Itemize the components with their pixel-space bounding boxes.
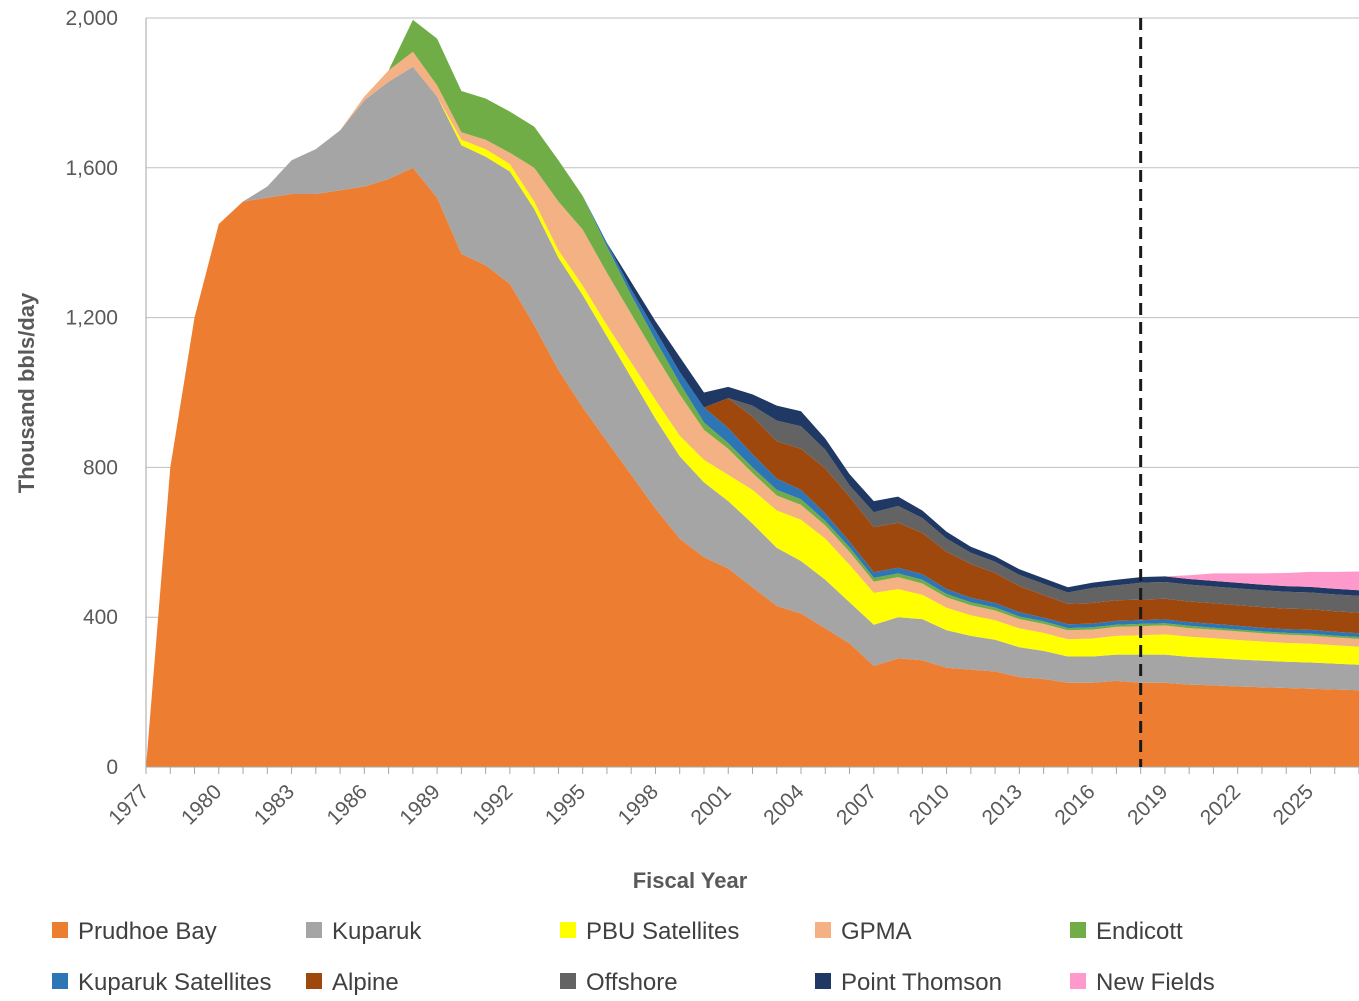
legend-swatch [560, 973, 576, 989]
y-tick-labels: 0 400 800 1,200 1,600 2,000 [65, 7, 118, 779]
x-tick-label: 2019 [1123, 780, 1172, 829]
x-tick-label: 2016 [1050, 780, 1099, 829]
x-tick-label: 1983 [250, 780, 299, 829]
y-axis-title: Thousand bbls/day [14, 292, 39, 493]
x-tick-label: 1986 [323, 780, 372, 829]
x-tick-label: 2004 [759, 780, 809, 830]
legend-label: Kuparuk [332, 918, 422, 945]
x-axis-title: Fiscal Year [633, 868, 748, 893]
x-tick-label: 1992 [468, 780, 517, 829]
y-tick-label: 800 [83, 456, 118, 479]
y-tick-label: 1,200 [65, 307, 118, 330]
legend-label: New Fields [1096, 969, 1215, 996]
legend-item-pbu-satellites: PBU Satellites [560, 918, 739, 945]
axes [145, 18, 1359, 774]
stacked-areas [146, 19, 1359, 768]
area-prudhoe-bay [146, 167, 1359, 768]
legend-swatch [52, 922, 68, 938]
x-tick-label: 1998 [614, 780, 663, 829]
legend-swatch [52, 973, 68, 989]
x-tick-label: 2010 [905, 780, 954, 829]
legend-swatch [306, 973, 322, 989]
legend-label: GPMA [841, 918, 912, 945]
legend-item-new-fields: New Fields [1070, 969, 1215, 996]
legend-label: Kuparuk Satellites [78, 969, 271, 996]
legend-item-offshore: Offshore [560, 969, 678, 996]
x-tick-label: 1989 [395, 780, 444, 829]
x-tick-label: 1980 [177, 780, 226, 829]
x-tick-labels: 1977 1980 1983 1986 1989 1992 1995 1998 2001 2004… [104, 780, 1318, 830]
x-tick-label: 2025 [1269, 780, 1318, 829]
legend-item-kuparuk-satellites: Kuparuk Satellites [52, 969, 271, 996]
legend-item-endicott: Endicott [1070, 918, 1183, 945]
y-tick-label: 2,000 [65, 7, 118, 30]
y-tick-label: 1,600 [65, 157, 118, 180]
x-tick-label: 2013 [978, 780, 1027, 829]
legend-item-prudhoe-bay: Prudhoe Bay [52, 918, 217, 945]
legend-swatch [1070, 922, 1086, 938]
legend: Prudhoe Bay Kuparuk PBU Satellites GPMA Endi… [52, 918, 1215, 996]
legend-swatch [306, 922, 322, 938]
legend-label: Offshore [586, 969, 678, 996]
legend-swatch [560, 922, 576, 938]
legend-item-point-thomson: Point Thomson [815, 969, 1002, 996]
x-tick-label: 1977 [104, 780, 153, 829]
legend-swatch [815, 922, 831, 938]
x-tick-label: 2007 [832, 780, 881, 829]
legend-label: Point Thomson [841, 969, 1002, 996]
x-tick-label: 2022 [1196, 780, 1245, 829]
legend-item-gpma: GPMA [815, 918, 912, 945]
y-tick-label: 0 [106, 756, 118, 779]
x-tick-label: 1995 [541, 780, 590, 829]
legend-swatch [815, 973, 831, 989]
x-tick-label: 2001 [686, 780, 735, 829]
y-tick-label: 400 [83, 606, 118, 629]
legend-item-kuparuk: Kuparuk [306, 918, 422, 945]
legend-swatch [1070, 973, 1086, 989]
legend-label: Endicott [1096, 918, 1183, 945]
legend-label: Alpine [332, 969, 399, 996]
legend-label: PBU Satellites [586, 918, 739, 945]
legend-label: Prudhoe Bay [78, 918, 217, 945]
legend-item-alpine: Alpine [306, 969, 399, 996]
